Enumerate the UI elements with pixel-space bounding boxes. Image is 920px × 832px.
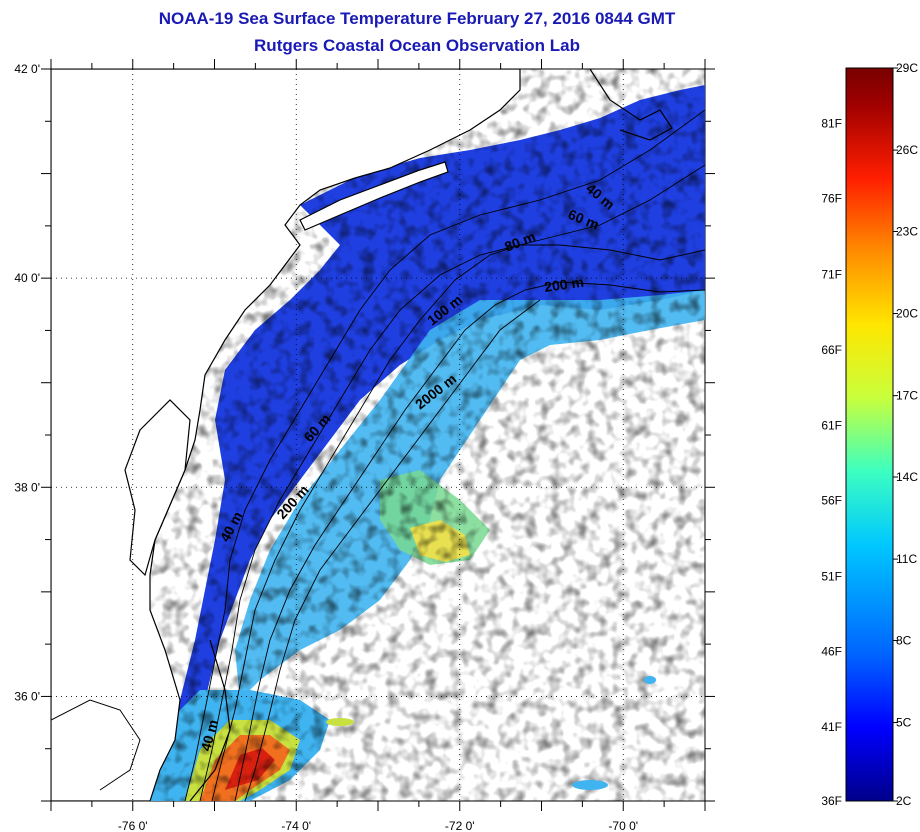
colorbar-f-label: 61F (821, 419, 842, 433)
longitude-label: -70 0' (608, 819, 638, 832)
colorbar-c-label: 8C (896, 633, 912, 647)
offshore-patch (572, 780, 608, 790)
graticule (51, 69, 705, 801)
offshore-patch (644, 676, 656, 684)
bathymetry-contours (184, 109, 705, 801)
contour-label: 200 m (543, 274, 585, 295)
longitude-label: -74 0' (281, 819, 311, 832)
map-title: NOAA-19 Sea Surface Temperature February… (158, 9, 676, 28)
colorbar-c-label: 29C (896, 61, 918, 75)
coastline (51, 69, 521, 801)
latitude-label: 40 0' (14, 271, 40, 285)
latitude-label: 36 0' (14, 689, 40, 703)
colorbar (845, 67, 894, 802)
colorbar-c-label: 17C (896, 389, 918, 403)
offshore-patch (326, 718, 354, 726)
colorbar-f-label: 71F (821, 268, 842, 282)
latitude-label: 38 0' (14, 480, 40, 494)
colorbar-f-label: 66F (821, 343, 842, 357)
axis-ticks (41, 59, 715, 811)
colorbar-f-label: 41F (821, 720, 842, 734)
cape-cod (589, 69, 673, 141)
pamlico-shore (51, 699, 141, 791)
colorbar-f-label: 46F (821, 644, 842, 658)
delmarva-peninsula (124, 399, 191, 577)
contour-labels: 40 m 60 m 80 m 200 m 100 m 2000 m 60 m 2… (197, 180, 617, 753)
colorbar-c-label: 20C (896, 307, 918, 321)
colorbar-f-label: 76F (821, 191, 842, 205)
sst-field: 40 m 60 m 80 m 200 m 100 m 2000 m 60 m 2… (51, 69, 705, 801)
map-subtitle: Rutgers Coastal Ocean Observation Lab (254, 36, 580, 55)
colorbar-f-label: 51F (821, 570, 842, 584)
colorbar-fahrenheit-labels: 81F 76F 71F 66F 61F 56F 51F 46F 41F 36F (821, 117, 842, 808)
latitude-labels: 42 0' 40 0' 38 0' 36 0' (14, 62, 40, 703)
colorbar-f-label: 56F (821, 493, 842, 507)
long-island (299, 161, 449, 231)
colorbar-celsius-labels: 29C 26C 23C 20C 17C 14C 11C 8C 5C 2C (893, 61, 918, 808)
colorbar-c-label: 23C (896, 224, 918, 238)
colorbar-c-label: 11C (896, 552, 917, 566)
longitude-labels: -76 0' -74 0' -72 0' -70 0' (118, 819, 638, 832)
contour-label: 40 m (197, 718, 221, 753)
colorbar-f-label: 81F (821, 117, 842, 131)
colorbar-c-label: 5C (896, 716, 912, 730)
longitude-label: -76 0' (118, 819, 148, 832)
colorbar-c-label: 14C (896, 470, 918, 484)
colorbar-c-label: 2C (896, 794, 912, 808)
colorbar-f-label: 36F (821, 794, 842, 808)
colorbar-c-label: 26C (896, 143, 918, 157)
latitude-label: 42 0' (14, 62, 40, 76)
longitude-label: -72 0' (445, 819, 475, 832)
